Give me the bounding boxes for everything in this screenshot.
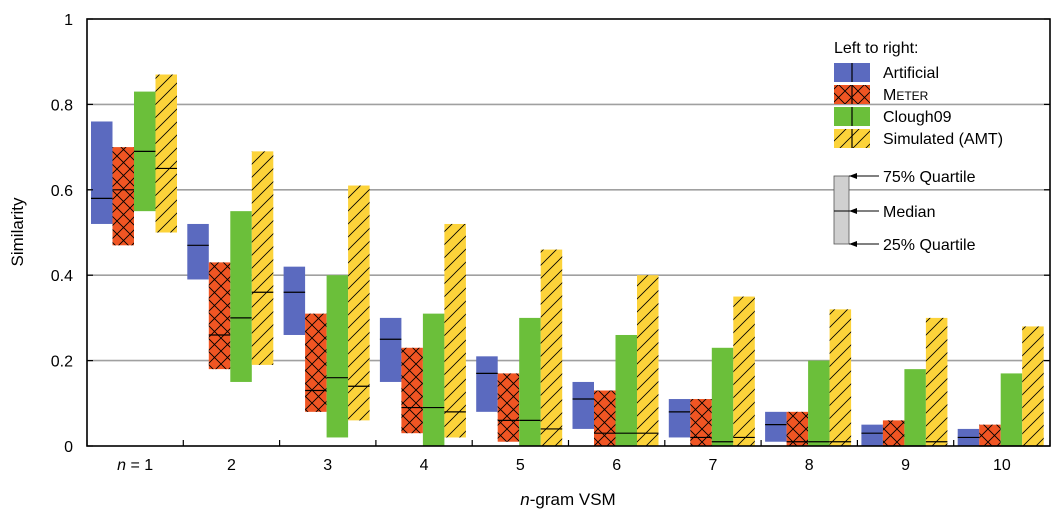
y-tick-label: 1 <box>64 12 73 29</box>
axis-layer: 0 0.2 0.4 0.6 0.8 1 n = 1 2 3 4 5 6 7 8 9 10 <box>51 12 1051 474</box>
box <box>476 356 498 412</box>
box-hatch <box>786 411 809 446</box>
legend-title: Left to right: <box>834 40 919 57</box>
quartile-key-upper-arrowhead <box>849 173 857 179</box>
legend-label: METER <box>883 87 929 104</box>
box <box>711 347 734 446</box>
x-tick-label: 2 <box>227 457 236 474</box>
box-hatch <box>690 399 712 446</box>
box-hatch <box>348 185 370 421</box>
box-layer <box>91 74 1044 447</box>
box <box>765 411 787 442</box>
quartile-key-median-label: Median <box>883 204 935 221</box>
box <box>668 399 691 438</box>
box <box>519 317 541 446</box>
box <box>230 211 252 382</box>
legend: Left to right: Artificial METER Clough09 Si… <box>834 40 1003 148</box>
x-tick-label: 3 <box>323 457 332 474</box>
box-hatch <box>401 347 423 434</box>
quartile-key-box <box>833 175 850 245</box>
x-tick-label: 5 <box>516 457 525 474</box>
x-tick-label: 7 <box>708 457 717 474</box>
box-hatch <box>594 390 616 446</box>
legend-label-cap: M <box>883 87 896 104</box>
box <box>326 275 349 438</box>
box-hatch <box>497 373 520 442</box>
box-hatch <box>979 424 1001 446</box>
quartile-key-lower-arrowhead <box>849 241 857 247</box>
legend-label-smallcaps: ETER <box>896 89 928 103</box>
x-tick-label: 9 <box>901 457 910 474</box>
box-hatch <box>637 275 659 446</box>
box <box>615 334 637 446</box>
y-tick-label: 0.4 <box>51 268 73 285</box>
box-hatch <box>882 420 905 446</box>
box <box>808 360 830 446</box>
box-hatch <box>155 74 177 233</box>
x-tick-label: 8 <box>805 457 814 474</box>
box <box>283 266 306 335</box>
y-tick-label: 0.2 <box>51 354 73 371</box>
legend-items: Artificial METER Clough09 Simulated (AMT) <box>834 63 1003 148</box>
x-tick-label: 10 <box>993 457 1011 474</box>
quartile-key-median-arrowhead <box>849 208 857 214</box>
y-axis-label: Similarity <box>8 197 27 266</box>
box-hatch <box>444 223 466 438</box>
box <box>572 381 594 429</box>
legend-label: Clough09 <box>883 109 952 126</box>
box <box>379 317 402 382</box>
box <box>1000 373 1023 446</box>
quartile-key-upper-label: 75% Quartile <box>883 169 976 186</box>
box-hatch <box>829 309 852 446</box>
box-hatch <box>540 249 563 446</box>
x-tick-label-rest: = 1 <box>126 457 153 474</box>
box <box>187 223 209 280</box>
box-hatch <box>112 147 134 246</box>
box <box>91 121 113 224</box>
x-tick-label: 6 <box>612 457 621 474</box>
x-axis-label: n-gram VSM <box>520 490 615 509</box>
box <box>422 313 445 446</box>
box <box>861 424 883 446</box>
box-hatch <box>251 151 274 365</box>
box-hatch <box>208 262 231 370</box>
x-axis-label-italic: n <box>520 490 529 509</box>
box-hatch <box>1022 326 1044 446</box>
box <box>904 369 926 446</box>
x-tick-label-italic: n <box>117 457 126 474</box>
box-hatch <box>733 296 755 446</box>
quartile-key: 75% Quartile Median 25% Quartile <box>833 169 976 254</box>
x-tick-label: 4 <box>420 457 429 474</box>
x-axis-label-rest: -gram VSM <box>530 490 616 509</box>
legend-label: Simulated (AMT) <box>883 131 1003 148</box>
legend-label: Artificial <box>883 65 939 82</box>
box-hatch <box>925 317 948 446</box>
x-tick-label: n = 1 <box>117 457 153 474</box>
y-tick-label: 0 <box>64 439 73 456</box>
box-hatch <box>305 313 327 412</box>
y-tick-label: 0.8 <box>51 97 73 114</box>
y-tick-label: 0.6 <box>51 183 73 200</box>
quartile-key-lower-label: 25% Quartile <box>883 237 976 254</box>
